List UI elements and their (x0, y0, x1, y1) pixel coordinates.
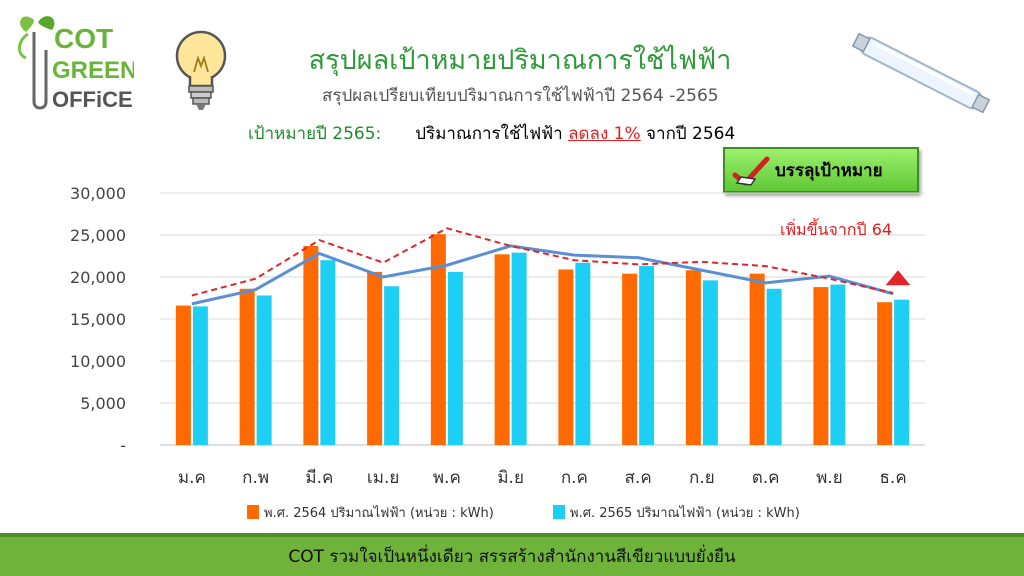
bar-2565 (256, 295, 272, 445)
bar-2564 (558, 269, 574, 445)
y-tick-label: 25,000 (70, 226, 126, 245)
logo-line1: COT (54, 23, 113, 54)
y-tick-label: 5,000 (80, 394, 126, 413)
y-tick-label: 20,000 (70, 268, 126, 287)
achieved-badge: บรรลุเป้าหมาย (723, 147, 919, 193)
x-tick-label: เม.ย (367, 468, 399, 488)
footer-band (0, 533, 1024, 537)
x-axis-ticks: ม.ค ก.พ มี.ค เม.ย พ.ค มิ.ย ก.ค ส.ค ก.ย ต.ค พ.ย ธ.ค (178, 468, 907, 488)
footer-bar: COT รวมใจเป็นหนึ่งเดียว สรรสร้างสำนักงาน… (0, 533, 1024, 576)
x-tick-label: พ.ค (433, 468, 461, 488)
logo-line3: OFFiCE (52, 87, 133, 112)
bar-2564 (622, 273, 638, 445)
bar-2564 (430, 234, 446, 445)
x-tick-label: ส.ค (625, 468, 652, 488)
light-bulb-icon (175, 30, 227, 110)
trend-line-2564 (191, 227, 894, 297)
x-tick-label: ก.ค (561, 468, 588, 488)
bar-2565 (447, 271, 463, 445)
bar-2565 (639, 266, 655, 445)
legend-label: พ.ศ. 2564 ปริมาณไฟฟ้า (หน่วย : kWh) (264, 505, 494, 521)
bar-2564 (175, 305, 191, 445)
chart-bars (175, 234, 910, 445)
bar-2565 (575, 262, 591, 445)
checkmark-icon (732, 156, 770, 186)
bar-2564 (877, 302, 893, 445)
bar-2564 (303, 245, 319, 445)
y-tick-label: - (120, 436, 126, 455)
x-tick-label: ม.ค (178, 468, 206, 488)
x-tick-label: มี.ค (305, 468, 333, 488)
bar-2564 (239, 288, 255, 445)
bar-2565 (702, 280, 718, 445)
page-title: สรุปผลเป้าหมายปริมาณการใช้ไฟฟ้า (308, 45, 732, 76)
bar-2565 (511, 252, 527, 445)
chart-gridlines (160, 192, 925, 446)
target-highlight: ลดลง 1% (568, 124, 641, 144)
y-tick-label: 15,000 (70, 310, 126, 329)
bar-2564 (813, 287, 829, 445)
legend-swatch (247, 505, 259, 519)
x-tick-label: ธ.ค (880, 468, 907, 488)
target-label: เป้าหมายปี 2565: (248, 124, 382, 144)
bar-2565 (320, 260, 336, 445)
page-subtitle: สรุปผลเปรียบเทียบปริมาณการใช้ไฟฟ้าปี 256… (322, 86, 719, 106)
x-tick-label: ก.ย (689, 468, 715, 488)
logo-line2: GREEN (52, 57, 134, 84)
y-tick-label: 10,000 (70, 352, 126, 371)
bar-2565 (766, 288, 782, 445)
fluorescent-tube-icon (851, 32, 991, 114)
achieved-badge-label: บรรลุเป้าหมาย (775, 160, 883, 181)
bar-2565 (894, 299, 910, 445)
chart-legend: พ.ศ. 2564 ปริมาณไฟฟ้า (หน่วย : kWh) พ.ศ. … (247, 505, 800, 521)
x-tick-label: ก.พ (242, 468, 269, 488)
footer-text: COT รวมใจเป็นหนึ่งเดียว สรรสร้างสำนักงาน… (288, 547, 736, 567)
y-tick-label: 30,000 (70, 184, 126, 203)
chart-annotation: เพิ่มขึ้นจากปี 64 (780, 218, 892, 239)
x-tick-label: พ.ย (816, 468, 843, 488)
bar-2565 (192, 306, 208, 445)
bar-2564 (749, 273, 765, 445)
legend-swatch (553, 505, 565, 519)
legend-label: พ.ศ. 2565 ปริมาณไฟฟ้า (หน่วย : kWh) (570, 505, 800, 521)
bar-2564 (494, 254, 510, 445)
target-text-after: จากปี 2564 (640, 124, 736, 144)
x-tick-label: ต.ค (752, 468, 780, 488)
x-tick-label: มิ.ย (497, 468, 524, 488)
electricity-usage-chart: - 5,000 10,000 15,000 20,000 25,000 30,000 ม.ค… (70, 184, 925, 521)
y-axis-ticks: - 5,000 10,000 15,000 20,000 25,000 30,000 (70, 184, 126, 455)
increase-triangle-icon (882, 267, 914, 287)
trend-line-2565 (191, 244, 894, 306)
target-statement: เป้าหมายปี 2565: ปริมาณการใช้ไฟฟ้า ลดลง 1… (248, 120, 735, 147)
trend-lines (191, 227, 894, 306)
target-text-before: ปริมาณการใช้ไฟฟ้า (415, 124, 569, 144)
bar-2564 (367, 271, 383, 445)
bar-2565 (384, 286, 400, 445)
bar-2565 (830, 284, 846, 445)
cot-green-office-logo: COT GREEN OFFiCE (18, 16, 134, 112)
bar-2564 (685, 270, 701, 445)
